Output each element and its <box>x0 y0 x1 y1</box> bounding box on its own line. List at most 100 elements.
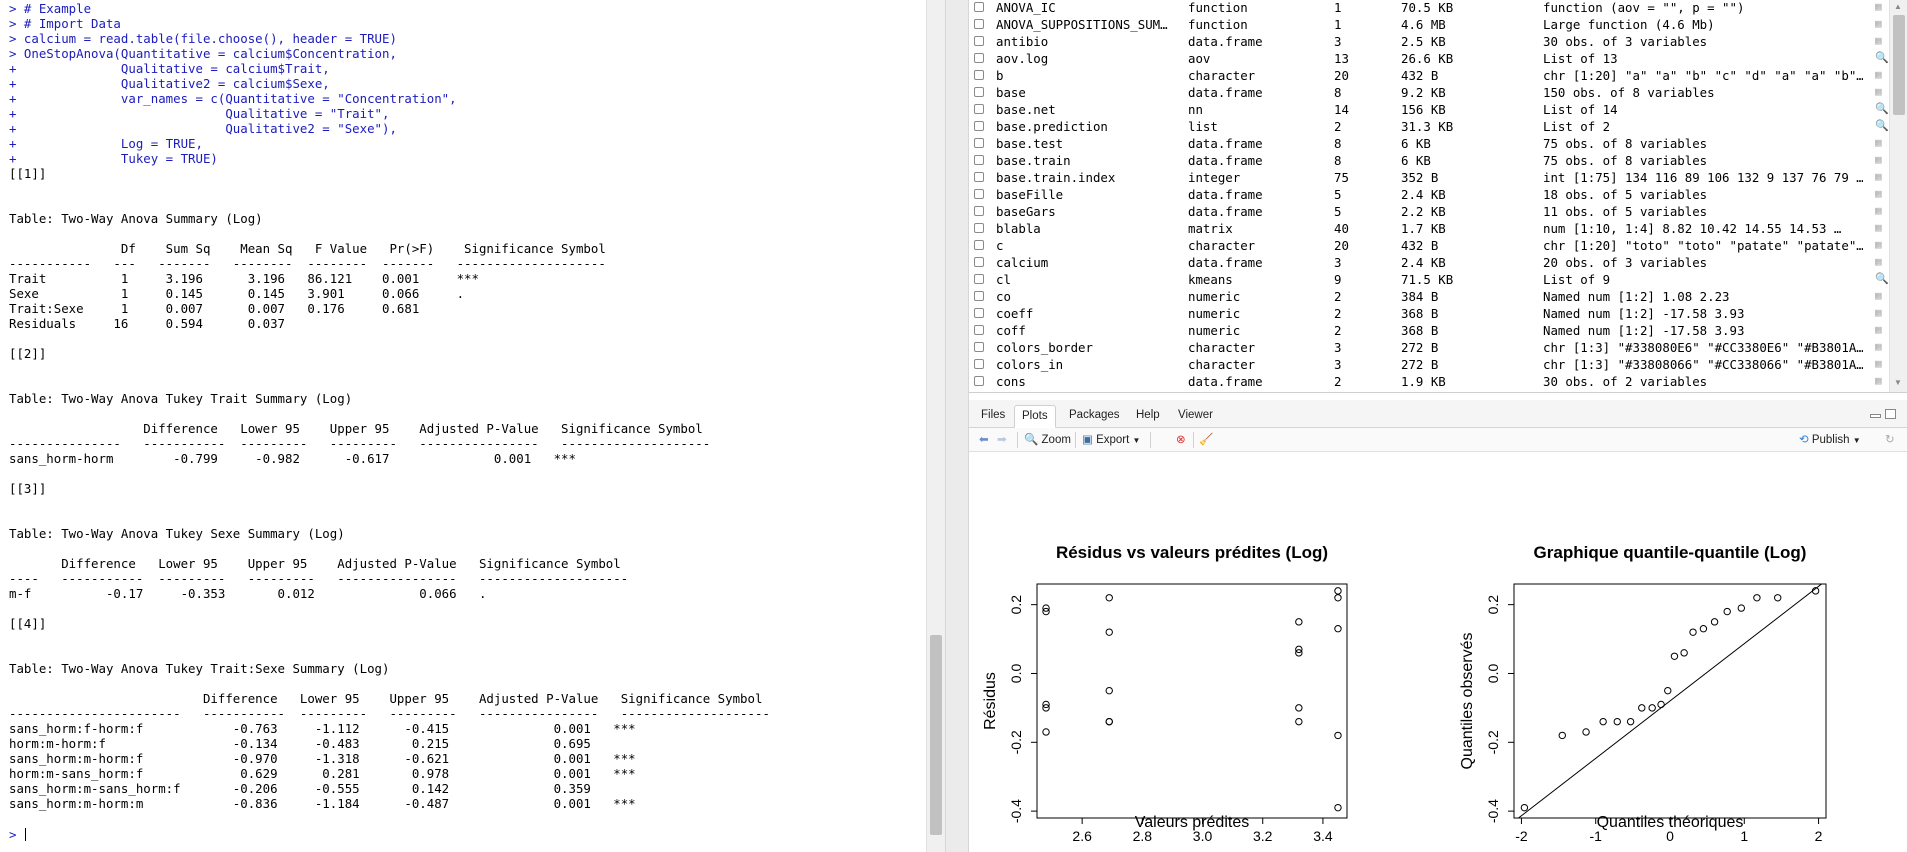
view-search-icon[interactable]: 🔍 <box>1875 272 1889 285</box>
row-checkbox[interactable] <box>974 359 984 369</box>
view-grid-icon[interactable]: ▦ <box>1875 0 1882 13</box>
row-checkbox[interactable] <box>974 257 984 267</box>
console-panel[interactable]: > # Example > # Import Data > calcium = re… <box>0 0 945 852</box>
view-grid-icon[interactable]: ▦ <box>1875 85 1882 98</box>
environment-row[interactable]: baseFille data.frame 5 2.4 KB 18 obs. of 5 v… <box>969 186 1889 203</box>
view-grid-icon[interactable]: ▦ <box>1875 170 1882 183</box>
environment-row[interactable]: colors_border character 3 272 B chr [1:3] "#… <box>969 339 1889 356</box>
console-scrollbar[interactable] <box>926 0 945 852</box>
row-checkbox[interactable] <box>974 121 984 131</box>
tab-help[interactable]: Help <box>1136 409 1160 421</box>
view-grid-icon[interactable]: ▦ <box>1875 323 1882 336</box>
view-grid-icon[interactable]: ▦ <box>1875 204 1882 217</box>
view-grid-icon[interactable]: ▦ <box>1875 136 1882 149</box>
view-grid-icon[interactable]: ▦ <box>1875 153 1882 166</box>
environment-row[interactable]: cl kmeans 9 71.5 KB List of 9 🔍 <box>969 271 1889 288</box>
scroll-down-icon[interactable]: ▼ <box>1894 378 1902 387</box>
environment-row[interactable]: base.train.index integer 75 352 B int [1:75]… <box>969 169 1889 186</box>
view-search-icon[interactable]: 🔍 <box>1875 51 1889 64</box>
environment-row[interactable]: base data.frame 8 9.2 KB 150 obs. of 8 varia… <box>969 84 1889 101</box>
env-var-type: data.frame <box>1188 204 1263 219</box>
view-grid-icon[interactable]: ▦ <box>1875 17 1882 30</box>
publish-button[interactable]: ⟲ Publish ▼ <box>1799 431 1861 449</box>
environment-row[interactable]: aov.log aov 13 26.6 KB List of 13 🔍 <box>969 50 1889 67</box>
maximize-pane-icon[interactable] <box>1885 409 1896 419</box>
environment-row[interactable]: ANOVA_IC function 1 70.5 KB function (aov = … <box>969 0 1889 16</box>
back-arrow-icon[interactable]: ⬅ <box>979 434 989 446</box>
row-checkbox[interactable] <box>974 308 984 318</box>
row-checkbox[interactable] <box>974 274 984 284</box>
row-checkbox[interactable] <box>974 53 984 63</box>
refresh-icon[interactable]: ↻ <box>1885 434 1895 446</box>
view-search-icon[interactable]: 🔍 <box>1875 102 1889 115</box>
environment-row[interactable]: base.prediction list 2 31.3 KB List of 2 🔍 <box>969 118 1889 135</box>
environment-row[interactable]: cons data.frame 2 1.9 KB 30 obs. of 2 variab… <box>969 373 1889 390</box>
environment-row[interactable]: ANOVA_SUPPOSITIONS_SUM… function 1 4.6 MB La… <box>969 16 1889 33</box>
env-var-size: 4.6 MB <box>1401 17 1446 32</box>
environment-row[interactable]: colors_in character 3 272 B chr [1:3] "#3380… <box>969 356 1889 373</box>
clear-all-broom-icon[interactable]: 🧹 <box>1199 434 1214 446</box>
view-grid-icon[interactable]: ▦ <box>1875 357 1882 370</box>
environment-row[interactable]: blabla matrix 40 1.7 KB num [1:10, 1:4] 8.82… <box>969 220 1889 237</box>
row-checkbox[interactable] <box>974 172 984 182</box>
view-grid-icon[interactable]: ▦ <box>1875 289 1882 302</box>
minimize-pane-icon[interactable] <box>1870 414 1881 418</box>
row-checkbox[interactable] <box>974 138 984 148</box>
view-grid-icon[interactable]: ▦ <box>1875 340 1882 353</box>
row-checkbox[interactable] <box>974 325 984 335</box>
env-var-value: List of 9 <box>1543 272 1611 287</box>
tab-plots[interactable]: Plots <box>1014 405 1056 428</box>
row-checkbox[interactable] <box>974 206 984 216</box>
env-var-type: character <box>1188 238 1256 253</box>
environment-row[interactable]: base.test data.frame 8 6 KB 75 obs. of 8 var… <box>969 135 1889 152</box>
environment-scrollbar[interactable]: ▲ ▼ <box>1889 0 1907 392</box>
export-button[interactable]: ▣ Export ▼ <box>1082 431 1140 449</box>
row-checkbox[interactable] <box>974 291 984 301</box>
pane-splitter[interactable] <box>945 0 969 852</box>
view-grid-icon[interactable]: ▦ <box>1875 306 1882 319</box>
data-point <box>1042 607 1050 616</box>
row-checkbox[interactable] <box>974 223 984 233</box>
row-checkbox[interactable] <box>974 70 984 80</box>
environment-row[interactable]: baseGars data.frame 5 2.2 KB 11 obs. of 5 va… <box>969 203 1889 220</box>
tab-packages[interactable]: Packages <box>1069 409 1120 421</box>
row-checkbox[interactable] <box>974 189 984 199</box>
row-checkbox[interactable] <box>974 2 984 12</box>
environment-row[interactable]: calcium data.frame 3 2.4 KB 20 obs. of 3 var… <box>969 254 1889 271</box>
remove-plot-icon[interactable]: ⊗ <box>1176 434 1186 446</box>
zoom-button[interactable]: 🔍 Zoom <box>1024 431 1071 449</box>
tab-viewer[interactable]: Viewer <box>1178 409 1213 421</box>
environment-row[interactable]: base.train data.frame 8 6 KB 75 obs. of 8 va… <box>969 152 1889 169</box>
row-checkbox[interactable] <box>974 36 984 46</box>
tab-files[interactable]: Files <box>981 409 1006 421</box>
console-scrollbar-thumb[interactable] <box>930 635 942 835</box>
row-checkbox[interactable] <box>974 87 984 97</box>
environment-row[interactable]: c character 20 432 B chr [1:20] "toto" "toto… <box>969 237 1889 254</box>
row-checkbox[interactable] <box>974 342 984 352</box>
environment-row[interactable]: base.net nn 14 156 KB List of 14 🔍 <box>969 101 1889 118</box>
row-checkbox[interactable] <box>974 376 984 386</box>
console-prompt[interactable]: > <box>9 827 26 842</box>
scroll-up-icon[interactable]: ▲ <box>1894 2 1902 11</box>
view-grid-icon[interactable]: ▦ <box>1875 187 1882 200</box>
environment-row[interactable]: coeff numeric 2 368 B Named num [1:2] -17.58… <box>969 305 1889 322</box>
chevron-down-icon: ▼ <box>1852 436 1861 445</box>
environment-scrollbar-thumb[interactable] <box>1893 15 1905 115</box>
view-search-icon[interactable]: 🔍 <box>1875 119 1889 132</box>
row-checkbox[interactable] <box>974 19 984 29</box>
row-checkbox[interactable] <box>974 104 984 114</box>
forward-arrow-icon[interactable]: ➡ <box>997 434 1007 446</box>
environment-row[interactable]: coff numeric 2 368 B Named num [1:2] -17.58 … <box>969 322 1889 339</box>
view-grid-icon[interactable]: ▦ <box>1875 255 1882 268</box>
view-grid-icon[interactable]: ▦ <box>1875 238 1882 251</box>
environment-row[interactable]: co numeric 2 384 B Named num [1:2] 1.08 2.23… <box>969 288 1889 305</box>
view-grid-icon[interactable]: ▦ <box>1875 34 1882 47</box>
view-grid-icon[interactable]: ▦ <box>1875 374 1882 387</box>
environment-row[interactable]: antibio data.frame 3 2.5 KB 30 obs. of 3 var… <box>969 33 1889 50</box>
view-grid-icon[interactable]: ▦ <box>1875 221 1882 234</box>
environment-row[interactable]: b character 20 432 B chr [1:20] "a" "a" "b" … <box>969 67 1889 84</box>
row-checkbox[interactable] <box>974 240 984 250</box>
view-grid-icon[interactable]: ▦ <box>1875 68 1882 81</box>
row-checkbox[interactable] <box>974 155 984 165</box>
env-var-value: Large function (4.6 Mb) <box>1543 17 1715 32</box>
